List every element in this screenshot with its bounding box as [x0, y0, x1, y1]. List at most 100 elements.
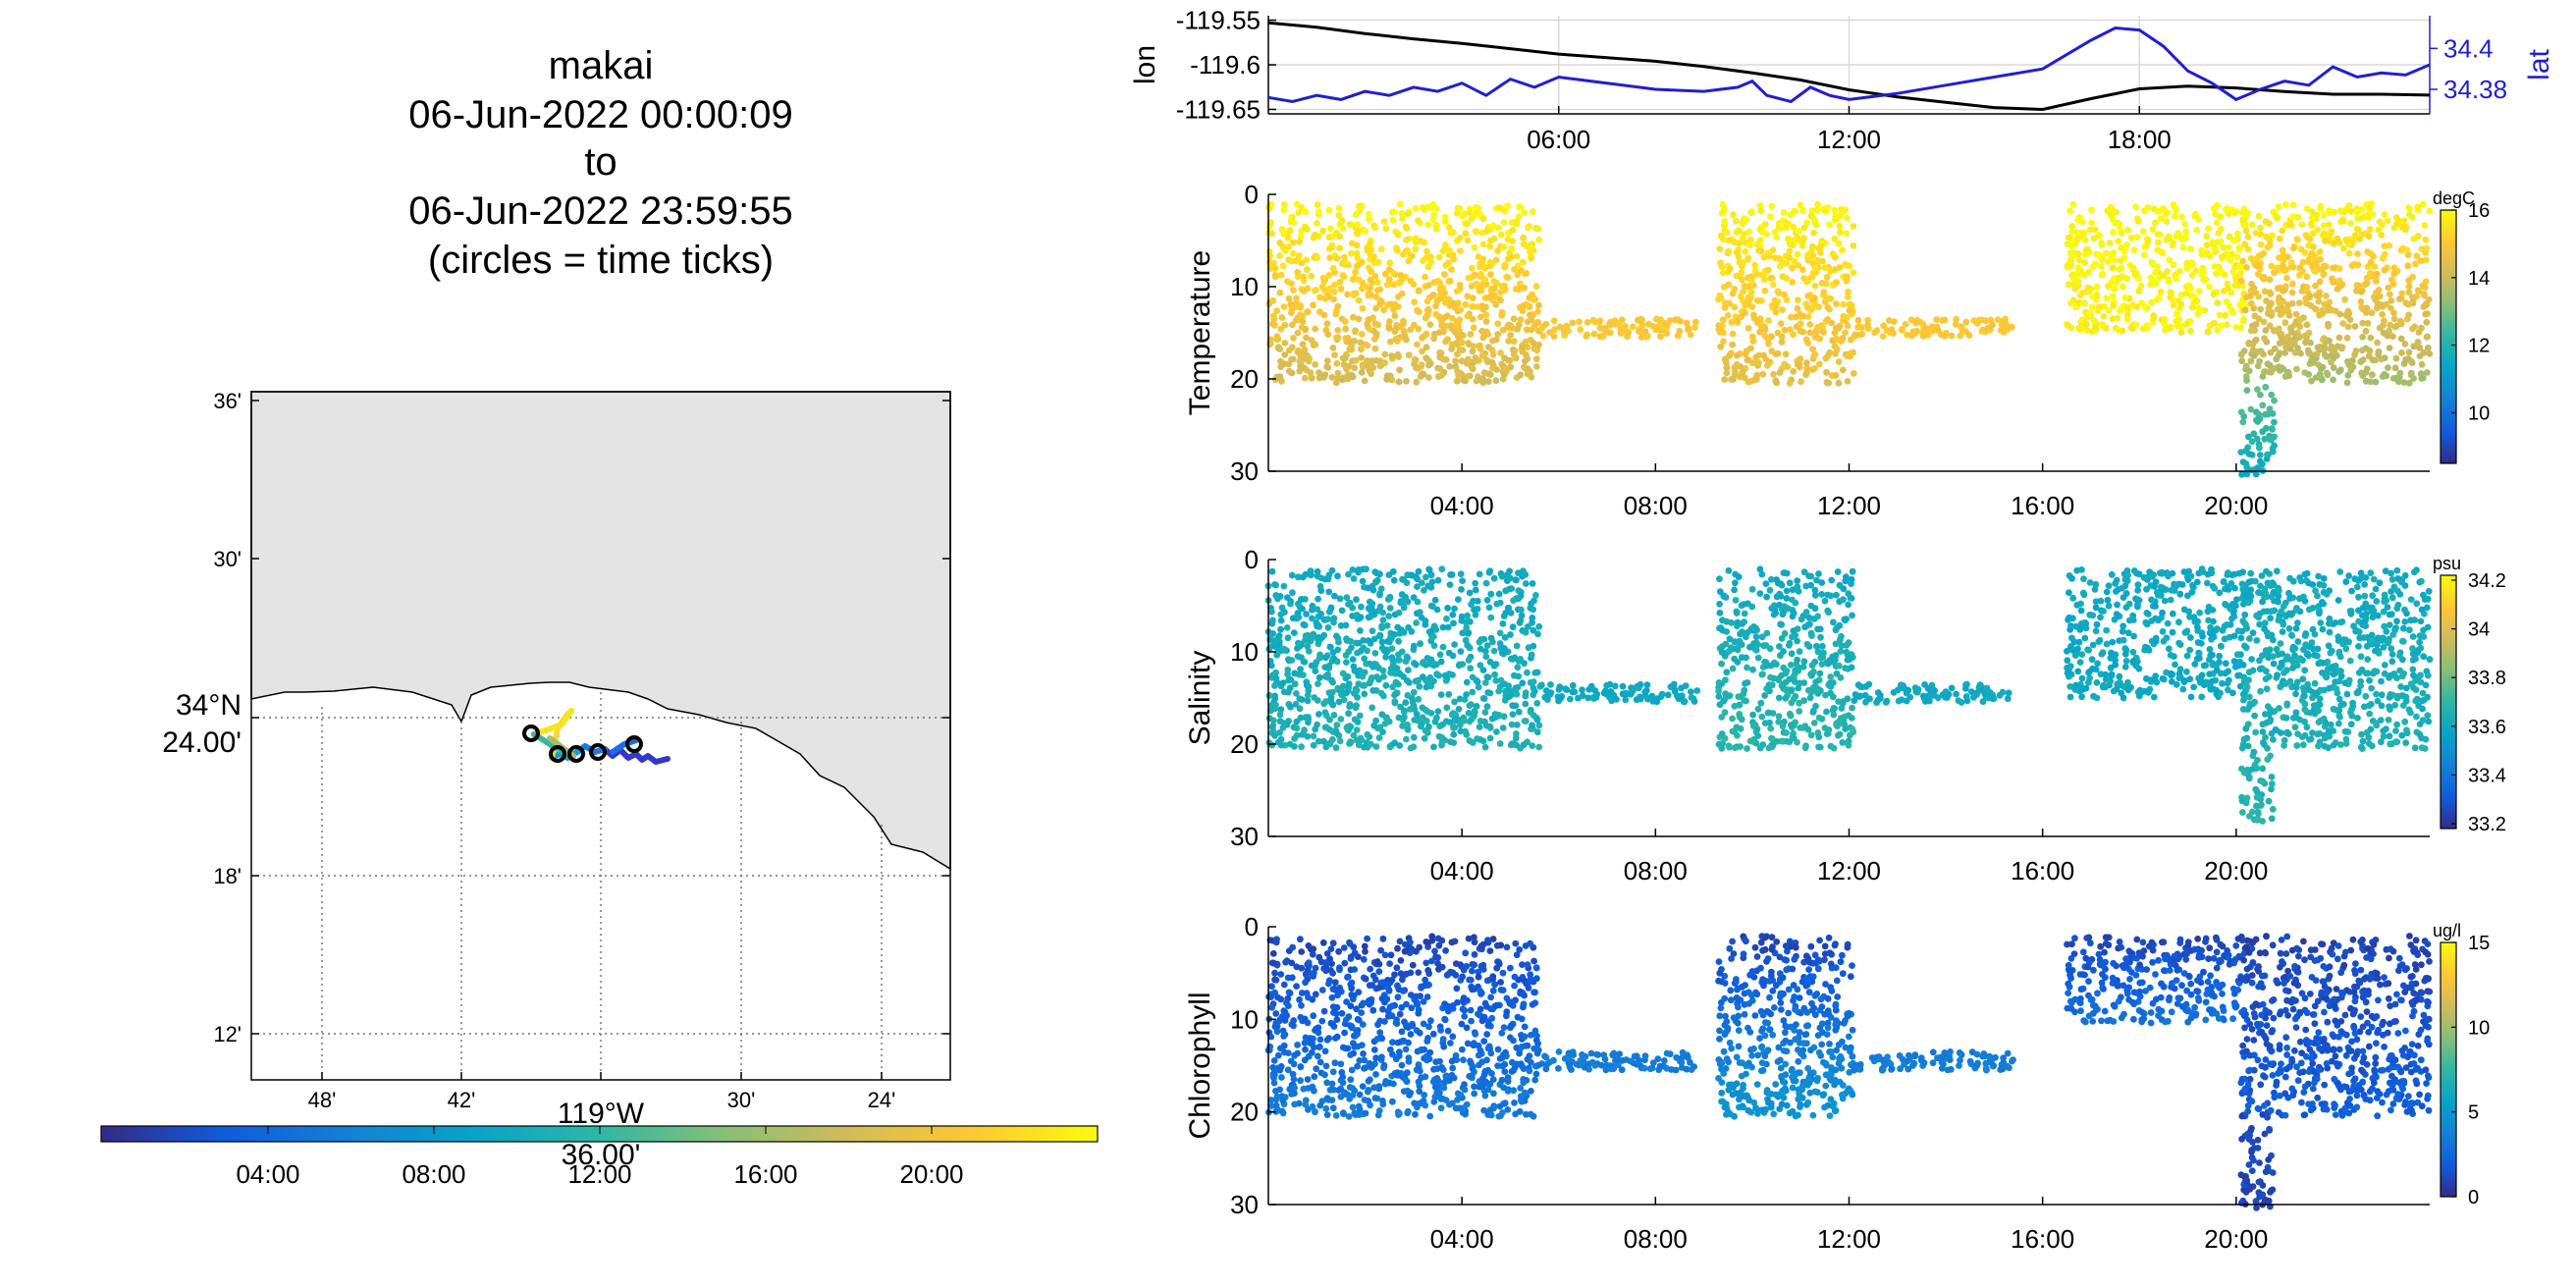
data-point	[2397, 246, 2405, 254]
data-point	[2268, 391, 2276, 399]
data-point	[2149, 260, 2157, 268]
data-point	[1879, 333, 1887, 340]
data-point	[2293, 365, 2300, 373]
data-point	[2149, 572, 2156, 580]
data-point	[1742, 679, 1748, 687]
data-point	[2143, 322, 2151, 330]
data-point	[1752, 633, 1760, 641]
data-point	[1363, 565, 1369, 573]
data-point	[2248, 299, 2255, 307]
data-point	[2288, 280, 2296, 288]
data-point	[1529, 615, 1536, 621]
data-point	[1478, 327, 1486, 335]
data-point	[1836, 621, 1844, 629]
data-point	[1484, 294, 1492, 301]
data-point	[1272, 581, 1279, 589]
data-point	[1641, 328, 1649, 336]
data-point	[1804, 293, 1812, 299]
data-point	[2303, 321, 2311, 329]
data-point	[2424, 344, 2432, 351]
data-point	[2308, 377, 2315, 385]
data-point	[1352, 268, 1359, 276]
data-point	[1396, 742, 1404, 749]
data-point	[1942, 332, 1949, 340]
data-point	[1350, 290, 1358, 297]
data-point	[1534, 225, 1542, 233]
data-point	[1438, 565, 1446, 573]
data-point	[1728, 318, 1736, 326]
data-point	[1284, 671, 1291, 678]
data-point	[2373, 271, 2381, 279]
data-point	[1273, 333, 1281, 341]
data-point	[2256, 444, 2263, 452]
data-point	[1297, 596, 1305, 604]
data-point	[1476, 210, 1483, 218]
data-point	[1265, 692, 1273, 699]
data-point	[2274, 305, 2281, 313]
data-point	[1603, 681, 1610, 689]
data-point	[1443, 615, 1450, 622]
data-point	[2157, 215, 2165, 223]
data-point	[1497, 349, 1504, 356]
data-point	[1294, 349, 1302, 356]
data-point	[1308, 633, 1315, 641]
data-point	[1374, 279, 1381, 286]
data-point	[1785, 220, 1793, 228]
data-point	[1329, 688, 1336, 696]
data-point	[2160, 205, 2168, 213]
data-point	[2175, 268, 2183, 275]
data-point	[1725, 566, 1733, 574]
data-point	[1458, 357, 1466, 365]
data-point	[1758, 713, 1766, 721]
data-point	[1300, 288, 1308, 295]
data-point	[1738, 716, 1745, 724]
data-point	[2177, 292, 2185, 298]
data-point	[1530, 606, 1537, 614]
data-point	[1472, 579, 1479, 587]
data-point	[1315, 374, 1323, 382]
data-point	[1490, 574, 1498, 582]
data-point	[2225, 586, 2232, 593]
data-point	[1421, 205, 1428, 213]
data-point	[1368, 661, 1374, 669]
data-point	[2192, 267, 2200, 274]
data-point	[1419, 714, 1426, 722]
data-point	[2283, 370, 2291, 378]
data-point	[1323, 357, 1331, 364]
data-point	[2316, 292, 2323, 299]
data-point	[2373, 289, 2381, 296]
data-point	[1529, 722, 1535, 729]
data-point	[1290, 629, 1298, 636]
data-point	[1276, 346, 1284, 352]
data-point	[1852, 691, 1860, 699]
map-land	[250, 391, 951, 871]
data-point	[1824, 660, 1832, 668]
data-point	[2254, 464, 2262, 471]
data-point	[2343, 379, 2351, 387]
data-point	[2396, 590, 2404, 598]
data-point	[1400, 597, 1408, 605]
data-point	[2065, 234, 2072, 242]
lat-axis-label: lat	[2523, 48, 2555, 80]
data-point	[1681, 698, 1689, 705]
data-point	[1325, 588, 1333, 596]
data-point	[1479, 215, 1487, 223]
data-point	[1486, 724, 1494, 731]
data-point	[1371, 345, 1379, 352]
data-point	[1392, 678, 1400, 686]
data-point	[2313, 350, 2321, 357]
data-point	[2426, 207, 2434, 215]
data-point	[2366, 676, 2374, 684]
data-point	[1449, 315, 1456, 322]
data-point	[1286, 740, 1294, 748]
data-point	[1811, 295, 1818, 302]
data-point	[1314, 622, 1320, 630]
data-point	[1466, 737, 1474, 744]
data-point	[2206, 645, 2214, 653]
data-point	[2233, 253, 2241, 260]
data-point	[1295, 639, 1302, 647]
time-colorbar-tick: 20:00	[899, 1159, 963, 1189]
data-point	[1525, 644, 1532, 652]
data-point	[1498, 204, 1505, 212]
data-point	[1862, 698, 1869, 706]
